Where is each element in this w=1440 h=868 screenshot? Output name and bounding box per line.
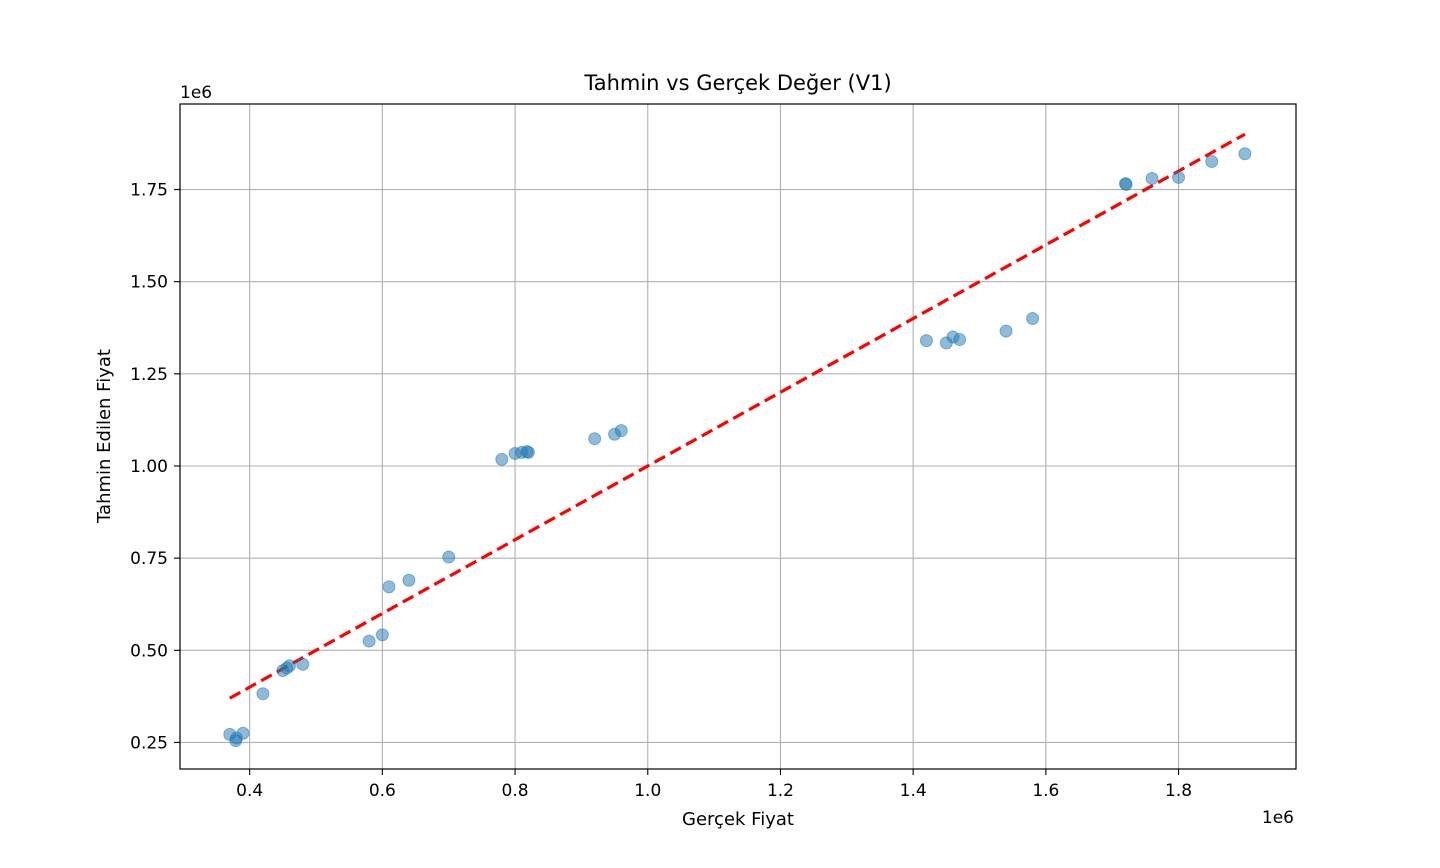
y-axis-label: Tahmin Edilen Fiyat <box>94 349 115 524</box>
y-tick-label: 1.75 <box>130 181 168 201</box>
x-tick-label: 0.8 <box>502 781 529 801</box>
scatter-point <box>236 726 250 740</box>
y-axis-offset-label: 1e6 <box>180 83 212 103</box>
x-tick-label: 1.0 <box>634 781 661 801</box>
scatter-point <box>296 657 310 671</box>
scatter-point <box>919 334 933 348</box>
scatter-point <box>1238 147 1252 161</box>
plot-frame <box>179 103 1297 770</box>
y-tick-label: 1.25 <box>130 365 168 385</box>
y-tick-label: 0.50 <box>130 641 168 661</box>
scatter-point <box>382 580 396 594</box>
scatter-point <box>256 687 270 701</box>
scatter-point <box>282 659 296 673</box>
scatter-point <box>442 550 456 564</box>
scatter-point <box>1145 171 1159 185</box>
x-tick-label: 0.4 <box>236 781 263 801</box>
scatter-point <box>953 333 967 347</box>
x-tick-label: 0.6 <box>369 781 396 801</box>
y-tick-label: 0.75 <box>130 549 168 569</box>
reference-line-layer <box>228 132 1246 700</box>
y-tick-label: 1.50 <box>130 273 168 293</box>
x-tick-label: 1.8 <box>1165 781 1192 801</box>
scatter-point <box>588 432 602 446</box>
y-tick-label: 0.25 <box>130 733 168 753</box>
reference-line <box>228 132 1246 700</box>
x-tick-label: 1.6 <box>1032 781 1059 801</box>
scatter-point <box>1205 155 1219 169</box>
y-axis-ticks: 0.25 0.50 0.75 1.00 1.25 1.50 1.75 <box>130 181 180 753</box>
x-tick-label: 1.2 <box>767 781 794 801</box>
scatter-point <box>999 324 1013 338</box>
scatter-point <box>362 634 376 648</box>
scatter-point <box>375 628 389 642</box>
scatter-point <box>1026 312 1040 326</box>
scatter-point <box>1172 170 1186 184</box>
x-axis-ticks: 0.4 0.6 0.8 1.0 1.2 1.4 1.6 1.8 <box>236 769 1192 801</box>
grid <box>180 104 1296 769</box>
chart-title: Tahmin vs Gerçek Değer (V1) <box>583 71 891 95</box>
scatter-point <box>1119 177 1133 191</box>
x-tick-label: 1.4 <box>900 781 927 801</box>
scatter-point <box>495 452 509 466</box>
x-axis-offset-label: 1e6 <box>1262 808 1294 828</box>
scatter-point <box>402 573 416 587</box>
scatter-point <box>614 424 628 438</box>
y-tick-label: 1.00 <box>130 457 168 477</box>
scatter-point <box>521 445 535 459</box>
points-layer <box>223 147 1252 748</box>
x-axis-label: Gerçek Fiyat <box>682 809 794 830</box>
